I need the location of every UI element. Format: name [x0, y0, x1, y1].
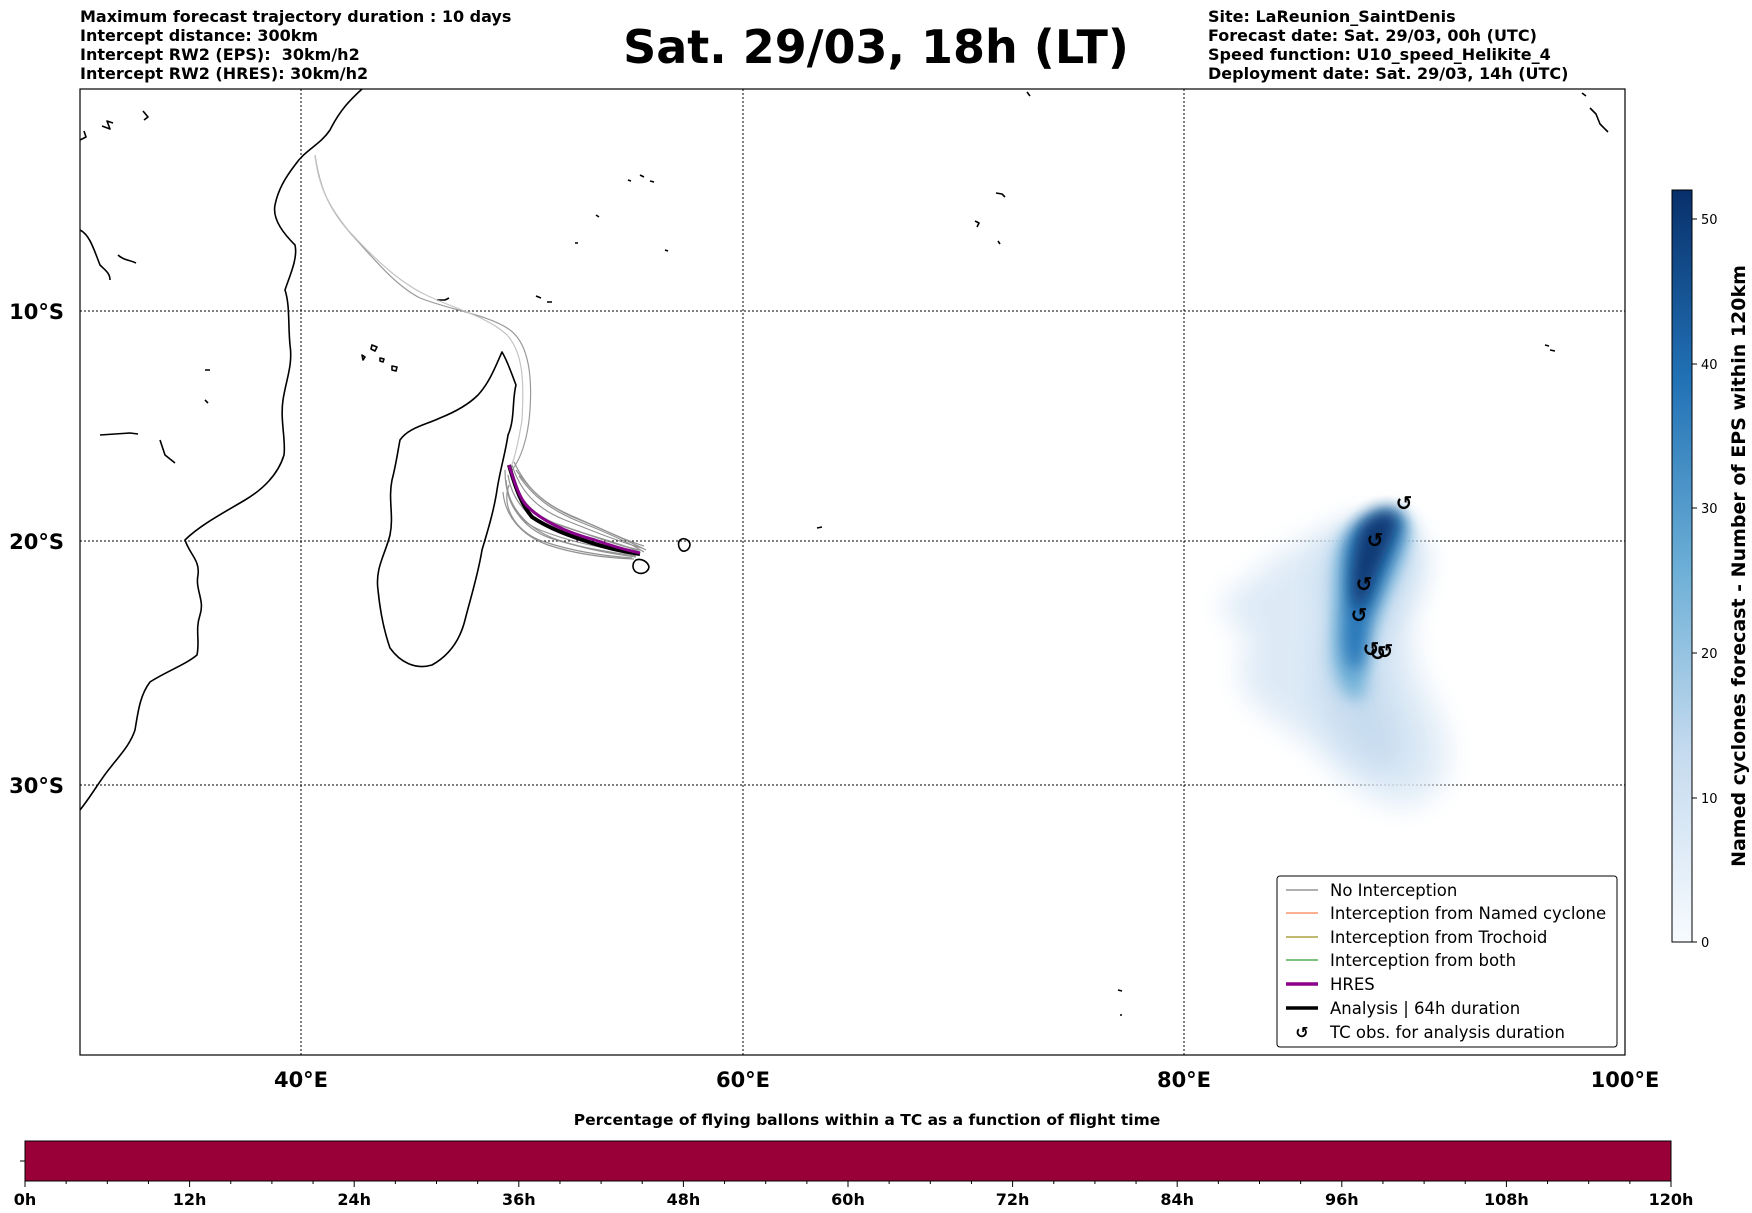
forecast-date-text: Forecast date: Sat. 29/03, 00h (UTC): [1208, 26, 1537, 45]
lon-tick-80: 80°E: [1157, 1068, 1211, 1092]
deployment-date-text: Deployment date: Sat. 29/03, 14h (UTC): [1208, 64, 1569, 83]
flight-time-tick-label: 12h: [173, 1190, 207, 1209]
coastlines: [80, 89, 1609, 1016]
map-frame: [79, 88, 1626, 1056]
legend-analysis: Analysis | 64h duration: [1330, 999, 1520, 1018]
header-right-info: Site: LaReunion_SaintDenis Forecast date…: [1208, 7, 1568, 83]
legend-no-interception: No Interception: [1330, 881, 1457, 900]
svg-text:↺: ↺: [1363, 637, 1380, 661]
reunion-island: [632, 558, 650, 575]
lon-tick-40: 40°E: [274, 1068, 328, 1092]
legend-named-cyclone: Interception from Named cyclone: [1330, 904, 1606, 923]
flight-time-tick-label: 72h: [996, 1190, 1030, 1209]
lat-tick-10: 10°S: [9, 300, 64, 324]
speed-function-text: Speed function: U10_speed_Helikite_4: [1208, 45, 1551, 64]
map-gridlines: [80, 89, 1625, 1055]
cb-tick-40: 40: [1701, 358, 1718, 373]
flight-time-tick-label: 0h: [14, 1190, 37, 1209]
lat-tick-20: 20°S: [9, 530, 64, 554]
flight-time-tick-label: 108h: [1484, 1190, 1529, 1209]
intercept-distance-text: Intercept distance: 300km: [80, 26, 319, 45]
cb-tick-20: 20: [1701, 647, 1718, 662]
cyclone-density-field: [1222, 510, 1447, 805]
svg-text:↺: ↺: [1351, 603, 1368, 627]
flight-time-tick-label: 48h: [667, 1190, 701, 1209]
cyclone-icon: ↺: [1295, 1023, 1308, 1042]
colorbar-label: Named cyclones forecast - Number of EPS …: [1728, 265, 1750, 867]
madagascar-coastline: [376, 351, 517, 668]
svg-text:↺: ↺: [1367, 528, 1384, 552]
mauritius-island: [677, 538, 691, 552]
flight-time-tick-label: 84h: [1160, 1190, 1194, 1209]
lon-tick-100: 100°E: [1591, 1068, 1660, 1092]
legend-hres: HRES: [1330, 975, 1375, 994]
cb-tick-0: 0: [1701, 936, 1709, 951]
hres-track: [507, 464, 641, 555]
flight-time-tick-label: 96h: [1325, 1190, 1359, 1209]
legend: No Interception Interception from Named …: [1276, 875, 1618, 1048]
africa-coastline: [80, 89, 363, 811]
cb-tick-30: 30: [1701, 502, 1718, 517]
flight-time-tick-label: 120h: [1649, 1190, 1694, 1209]
svg-text:↺: ↺: [1396, 491, 1413, 515]
cb-tick-10: 10: [1701, 792, 1718, 807]
flight-time-tick-label: 24h: [337, 1190, 371, 1209]
eps-trajectories: [314, 154, 647, 560]
flight-time-bar: Percentage of flying ballons within a TC…: [14, 1111, 1694, 1209]
max-duration-text: Maximum forecast trajectory duration : 1…: [80, 7, 512, 26]
cb-tick-50: 50: [1701, 213, 1718, 228]
colorbar: 0 10 20 30 40 50 Named cyclones forecast…: [1671, 189, 1750, 951]
svg-text:↺: ↺: [1377, 639, 1394, 663]
svg-text:↺: ↺: [1356, 572, 1373, 596]
tc-observations: ↺ ↺ ↺ ↺ ↺ ↺ ↺: [1351, 491, 1413, 665]
header-left-info: Maximum forecast trajectory duration : 1…: [80, 7, 511, 83]
lon-tick-labels: 40°E 60°E 80°E 100°E: [274, 1068, 1659, 1092]
legend-trochoid: Interception from Trochoid: [1330, 928, 1547, 947]
flight-time-tick-label: 36h: [502, 1190, 536, 1209]
flight-time-title: Percentage of flying ballons within a TC…: [574, 1111, 1161, 1129]
legend-both: Interception from both: [1330, 951, 1516, 970]
intercept-hres-text: Intercept RW2 (HRES): 30km/h2: [80, 64, 369, 83]
lat-tick-labels: 10°S 20°S 30°S: [9, 300, 64, 798]
intercept-eps-text: Intercept RW2 (EPS): 30km/h2: [80, 45, 360, 64]
site-text: Site: LaReunion_SaintDenis: [1208, 7, 1456, 26]
lon-tick-60: 60°E: [716, 1068, 770, 1092]
svg-text:↺: ↺: [1370, 641, 1387, 665]
flight-time-tick-label: 60h: [831, 1190, 865, 1209]
legend-tc-obs: TC obs. for analysis duration: [1329, 1023, 1565, 1042]
lat-tick-30: 30°S: [9, 774, 64, 798]
